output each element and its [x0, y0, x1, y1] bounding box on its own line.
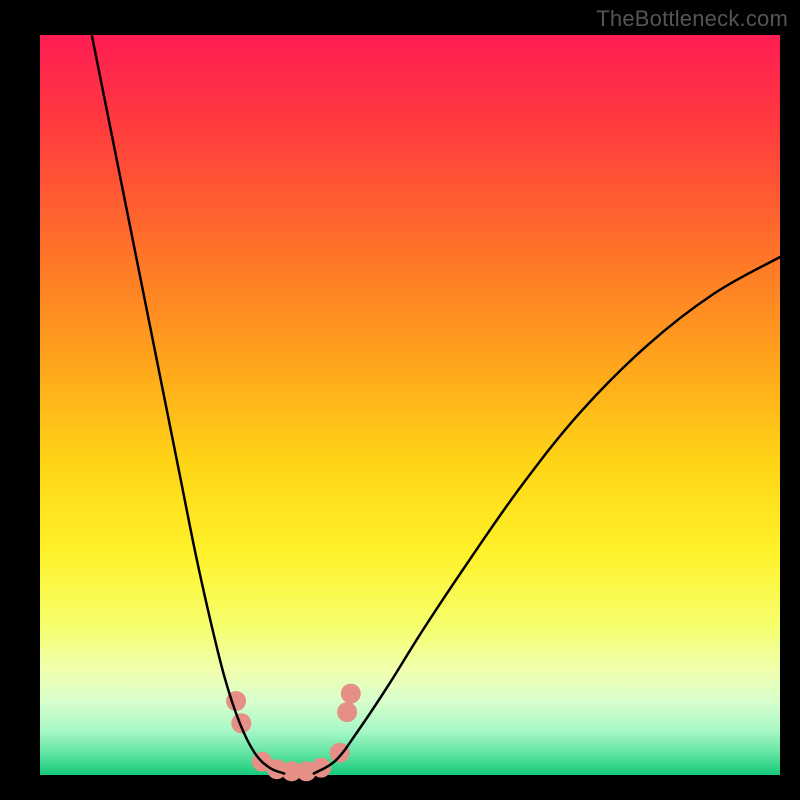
data-marker [231, 713, 251, 733]
data-marker [341, 684, 361, 704]
data-marker [337, 702, 357, 722]
bottleneck-chart [0, 0, 800, 800]
watermark-text: TheBottleneck.com [596, 6, 788, 32]
plot-background [40, 35, 780, 775]
chart-container: TheBottleneck.com [0, 0, 800, 800]
